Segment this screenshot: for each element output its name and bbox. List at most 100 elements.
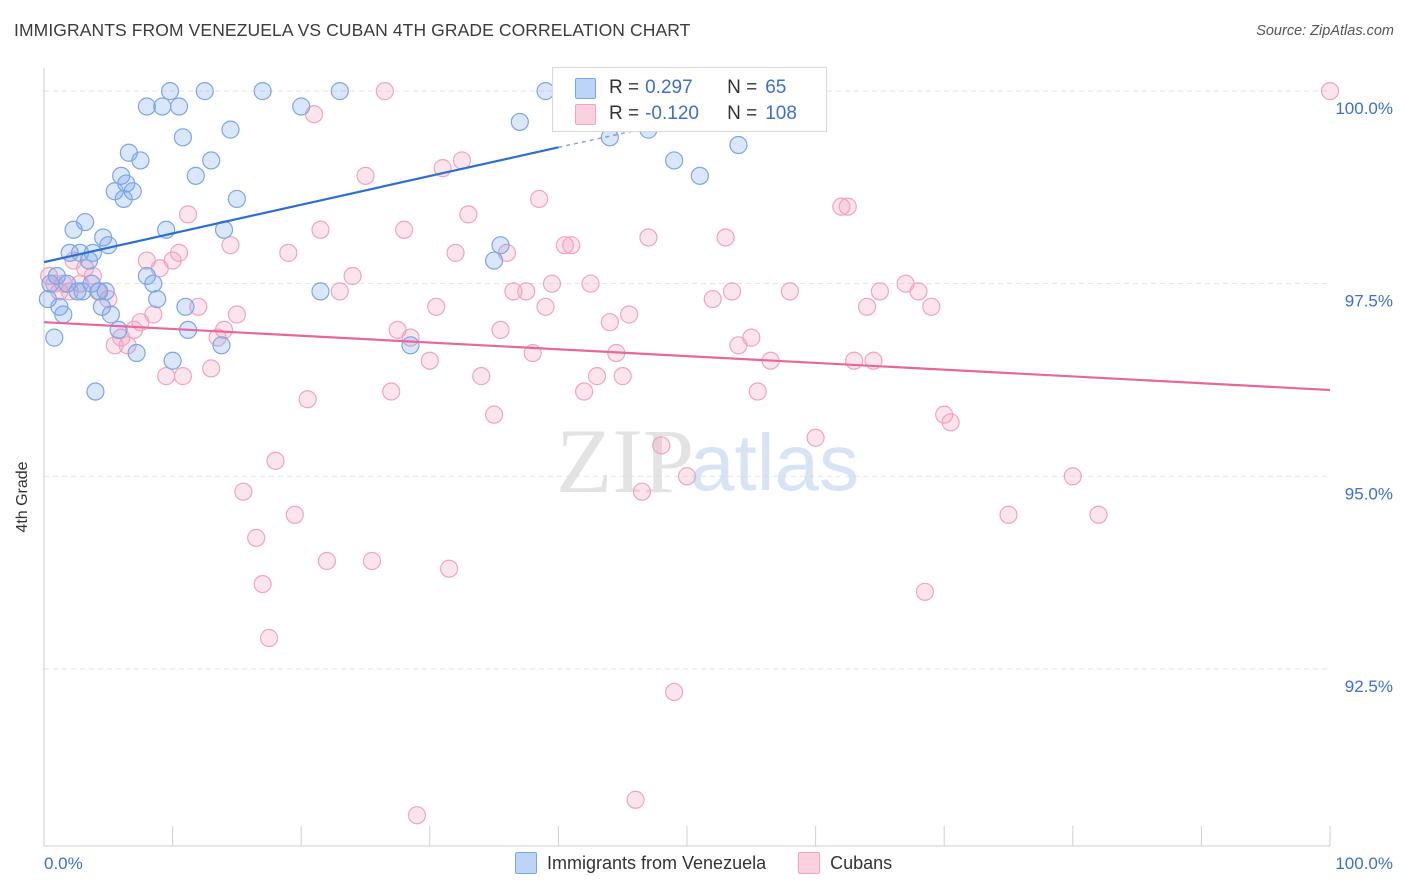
cuban-point [517, 282, 536, 301]
venezuela-point [202, 151, 221, 170]
cuban-point [941, 413, 960, 432]
venezuela-point [82, 274, 101, 293]
cuban-point [427, 297, 446, 316]
y-tick-label: 97.5% [1345, 292, 1393, 311]
cuban-point [562, 236, 581, 255]
cuban-point [407, 806, 427, 825]
venezuela-point [137, 97, 156, 116]
cuban-point [214, 320, 234, 340]
legend-n-value: 65 [765, 77, 787, 98]
legend-item-cubans[interactable]: Cubans [798, 852, 892, 874]
venezuela-point [169, 97, 189, 116]
watermark-atlas: atlas [690, 418, 859, 507]
venezuela-point [99, 236, 118, 255]
cuban-point [472, 367, 491, 386]
cuban-point [439, 559, 459, 578]
legend-r-value: -0.120 [645, 103, 699, 124]
cuban-point [542, 274, 562, 293]
venezuela-point [212, 336, 231, 355]
y-tick-label: 100.0% [1335, 99, 1393, 118]
cuban-point [266, 451, 285, 470]
venezuela-point [144, 274, 163, 293]
cuban-point [1320, 82, 1340, 101]
legend-item-venezuela[interactable]: Immigrants from Venezuela [515, 852, 766, 874]
cuban-point [613, 367, 632, 386]
series-legend: Immigrants from Venezuela Cubans [515, 852, 924, 874]
cuban-point [857, 297, 877, 316]
cuban-point [922, 297, 941, 316]
cuban-point [189, 297, 208, 316]
cuban-point [485, 405, 504, 424]
cuban-point [157, 367, 176, 386]
venezuela-point [148, 289, 167, 309]
venezuela-point [173, 128, 192, 147]
venezuela-point [153, 97, 172, 116]
legend-label-cubans: Cubans [830, 852, 893, 873]
cuban-point [626, 790, 645, 809]
stats-legend: R = 0.297 N = 65 R = -0.120 N = 108 [552, 67, 827, 132]
venezuela-point [163, 351, 182, 370]
cuban-point [382, 382, 401, 401]
legend-r-label: R = [609, 103, 640, 124]
cuban-point [285, 505, 304, 524]
venezuela-point [401, 336, 420, 355]
cuban-point [504, 282, 523, 301]
cuban-point [298, 390, 317, 409]
legend-swatch-cubans [798, 852, 821, 874]
legend-label-venezuela: Immigrants from Venezuela [547, 852, 767, 873]
venezuela-point [176, 297, 195, 316]
tick-labels: 100.0% 97.5% 95.0% 92.5% 0.0% 100.0% [44, 99, 1393, 873]
venezuela-point [54, 305, 73, 324]
cuban-point [227, 305, 246, 324]
cuban-point [178, 205, 198, 224]
venezuela-trend-line [43, 146, 559, 264]
cuban-point [234, 482, 253, 501]
cuban-point [317, 551, 337, 571]
cuban-point [279, 243, 298, 262]
venezuela-point [101, 305, 120, 324]
cuban-point [716, 228, 735, 247]
venezuela-point [690, 166, 709, 185]
cuban-point [677, 467, 697, 486]
cuban-point [253, 574, 272, 594]
venezuela-point [485, 251, 504, 270]
cuban-trend-line [43, 321, 1331, 392]
venezuela-point [195, 82, 214, 101]
venezuela-point [86, 382, 105, 401]
legend-row-venezuela: R = 0.297 N = 65 [575, 76, 786, 100]
cuban-point [343, 266, 362, 286]
venezuela-point [221, 120, 240, 139]
cuban-point [330, 282, 349, 301]
cuban-point [1089, 505, 1108, 524]
cuban-point [639, 228, 658, 247]
y-tick-label: 95.0% [1345, 484, 1393, 503]
cuban-point [356, 166, 375, 185]
venezuela-point [729, 135, 748, 155]
cuban-point [394, 220, 414, 239]
venezuela-point [292, 97, 311, 116]
venezuela-point [127, 343, 146, 363]
legend-row-cubans: R = -0.120 N = 108 [575, 102, 797, 126]
venezuela-point [45, 328, 64, 347]
cuban-point [536, 297, 555, 316]
venezuela-point [227, 189, 246, 209]
venezuela-point [58, 274, 77, 293]
cuban-point [247, 528, 266, 547]
cuban-point [420, 351, 439, 370]
cuban-point [459, 205, 478, 224]
cuban-point [575, 382, 594, 401]
cuban-point [144, 305, 163, 324]
venezuela-point [510, 112, 529, 132]
legend-swatch-venezuela [515, 852, 537, 874]
cuban-point [703, 289, 722, 309]
cuban-point [748, 382, 767, 401]
y-tick-label: 92.5% [1345, 677, 1393, 696]
source-label: Source: ZipAtlas.com [1256, 23, 1394, 39]
cuban-point [221, 236, 240, 255]
data-points [38, 82, 1340, 825]
venezuela-point [76, 212, 95, 232]
cuban-point [652, 436, 671, 455]
legend-swatch-venezuela [575, 77, 596, 99]
